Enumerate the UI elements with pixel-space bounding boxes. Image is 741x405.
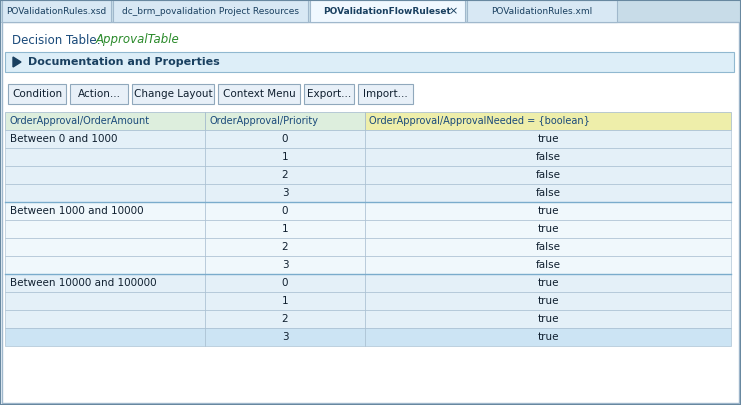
Text: true: true bbox=[537, 224, 559, 234]
FancyBboxPatch shape bbox=[5, 184, 205, 202]
Text: Change Layout: Change Layout bbox=[133, 89, 213, 99]
Text: false: false bbox=[536, 152, 560, 162]
FancyBboxPatch shape bbox=[0, 0, 741, 22]
FancyBboxPatch shape bbox=[5, 112, 205, 130]
Text: POValidationRules.xml: POValidationRules.xml bbox=[491, 6, 593, 15]
FancyBboxPatch shape bbox=[205, 184, 365, 202]
Text: 2: 2 bbox=[282, 242, 288, 252]
FancyBboxPatch shape bbox=[365, 148, 731, 166]
Text: 0: 0 bbox=[282, 134, 288, 144]
FancyBboxPatch shape bbox=[5, 52, 734, 72]
FancyBboxPatch shape bbox=[5, 292, 205, 310]
FancyBboxPatch shape bbox=[365, 166, 731, 184]
FancyBboxPatch shape bbox=[358, 84, 413, 104]
FancyBboxPatch shape bbox=[310, 0, 465, 22]
FancyBboxPatch shape bbox=[5, 238, 205, 256]
Text: 3: 3 bbox=[282, 332, 288, 342]
Text: POValidationFlowRuleset: POValidationFlowRuleset bbox=[324, 6, 451, 15]
FancyBboxPatch shape bbox=[5, 274, 205, 292]
FancyBboxPatch shape bbox=[5, 256, 205, 274]
Text: Between 10000 and 100000: Between 10000 and 100000 bbox=[10, 278, 156, 288]
Text: Decision Table:: Decision Table: bbox=[12, 34, 101, 47]
FancyBboxPatch shape bbox=[205, 112, 365, 130]
FancyBboxPatch shape bbox=[5, 166, 205, 184]
FancyBboxPatch shape bbox=[365, 184, 731, 202]
FancyBboxPatch shape bbox=[5, 328, 205, 346]
Text: false: false bbox=[536, 260, 560, 270]
FancyBboxPatch shape bbox=[205, 328, 365, 346]
FancyBboxPatch shape bbox=[2, 22, 739, 403]
Text: OrderApproval/OrderAmount: OrderApproval/OrderAmount bbox=[9, 116, 149, 126]
FancyBboxPatch shape bbox=[205, 238, 365, 256]
FancyBboxPatch shape bbox=[365, 310, 731, 328]
FancyBboxPatch shape bbox=[205, 274, 365, 292]
Text: 0: 0 bbox=[282, 278, 288, 288]
Text: 2: 2 bbox=[282, 314, 288, 324]
Text: OrderApproval/Priority: OrderApproval/Priority bbox=[209, 116, 318, 126]
FancyBboxPatch shape bbox=[205, 292, 365, 310]
FancyBboxPatch shape bbox=[205, 310, 365, 328]
FancyBboxPatch shape bbox=[205, 256, 365, 274]
Text: false: false bbox=[536, 170, 560, 180]
FancyBboxPatch shape bbox=[304, 84, 354, 104]
Text: 2: 2 bbox=[282, 170, 288, 180]
Text: Context Menu: Context Menu bbox=[222, 89, 296, 99]
Text: 3: 3 bbox=[282, 188, 288, 198]
Text: true: true bbox=[537, 332, 559, 342]
Polygon shape bbox=[13, 57, 21, 67]
Text: false: false bbox=[536, 188, 560, 198]
FancyBboxPatch shape bbox=[5, 148, 205, 166]
Text: ×: × bbox=[448, 6, 458, 16]
FancyBboxPatch shape bbox=[365, 292, 731, 310]
Text: 1: 1 bbox=[282, 224, 288, 234]
FancyBboxPatch shape bbox=[205, 166, 365, 184]
FancyBboxPatch shape bbox=[132, 84, 214, 104]
Text: 1: 1 bbox=[282, 296, 288, 306]
Text: 3: 3 bbox=[282, 260, 288, 270]
FancyBboxPatch shape bbox=[205, 148, 365, 166]
FancyBboxPatch shape bbox=[365, 130, 731, 148]
FancyBboxPatch shape bbox=[205, 220, 365, 238]
FancyBboxPatch shape bbox=[218, 84, 300, 104]
FancyBboxPatch shape bbox=[5, 220, 205, 238]
FancyBboxPatch shape bbox=[365, 328, 731, 346]
FancyBboxPatch shape bbox=[365, 256, 731, 274]
FancyBboxPatch shape bbox=[365, 220, 731, 238]
FancyBboxPatch shape bbox=[467, 0, 617, 22]
Text: ApprovalTable: ApprovalTable bbox=[96, 34, 180, 47]
Text: true: true bbox=[537, 314, 559, 324]
FancyBboxPatch shape bbox=[205, 202, 365, 220]
FancyBboxPatch shape bbox=[365, 238, 731, 256]
FancyBboxPatch shape bbox=[5, 310, 205, 328]
Text: OrderApproval/ApprovalNeeded = {boolean}: OrderApproval/ApprovalNeeded = {boolean} bbox=[369, 116, 590, 126]
Text: true: true bbox=[537, 278, 559, 288]
Text: 1: 1 bbox=[282, 152, 288, 162]
Text: Documentation and Properties: Documentation and Properties bbox=[28, 57, 220, 67]
FancyBboxPatch shape bbox=[205, 130, 365, 148]
Text: Import...: Import... bbox=[363, 89, 408, 99]
Text: Export...: Export... bbox=[307, 89, 351, 99]
Text: Between 1000 and 10000: Between 1000 and 10000 bbox=[10, 206, 144, 216]
FancyBboxPatch shape bbox=[365, 202, 731, 220]
Text: Condition: Condition bbox=[12, 89, 62, 99]
FancyBboxPatch shape bbox=[5, 130, 205, 148]
Text: Between 0 and 1000: Between 0 and 1000 bbox=[10, 134, 118, 144]
FancyBboxPatch shape bbox=[70, 84, 128, 104]
FancyBboxPatch shape bbox=[2, 0, 111, 22]
FancyBboxPatch shape bbox=[113, 0, 308, 22]
Text: POValidationRules.xsd: POValidationRules.xsd bbox=[7, 6, 107, 15]
FancyBboxPatch shape bbox=[365, 112, 731, 130]
Text: false: false bbox=[536, 242, 560, 252]
FancyBboxPatch shape bbox=[5, 202, 205, 220]
Text: 0: 0 bbox=[282, 206, 288, 216]
Text: true: true bbox=[537, 206, 559, 216]
Text: true: true bbox=[537, 134, 559, 144]
FancyBboxPatch shape bbox=[365, 274, 731, 292]
Text: dc_brm_povalidation Project Resources: dc_brm_povalidation Project Resources bbox=[122, 6, 299, 15]
Text: Action...: Action... bbox=[78, 89, 121, 99]
Text: true: true bbox=[537, 296, 559, 306]
FancyBboxPatch shape bbox=[8, 84, 66, 104]
